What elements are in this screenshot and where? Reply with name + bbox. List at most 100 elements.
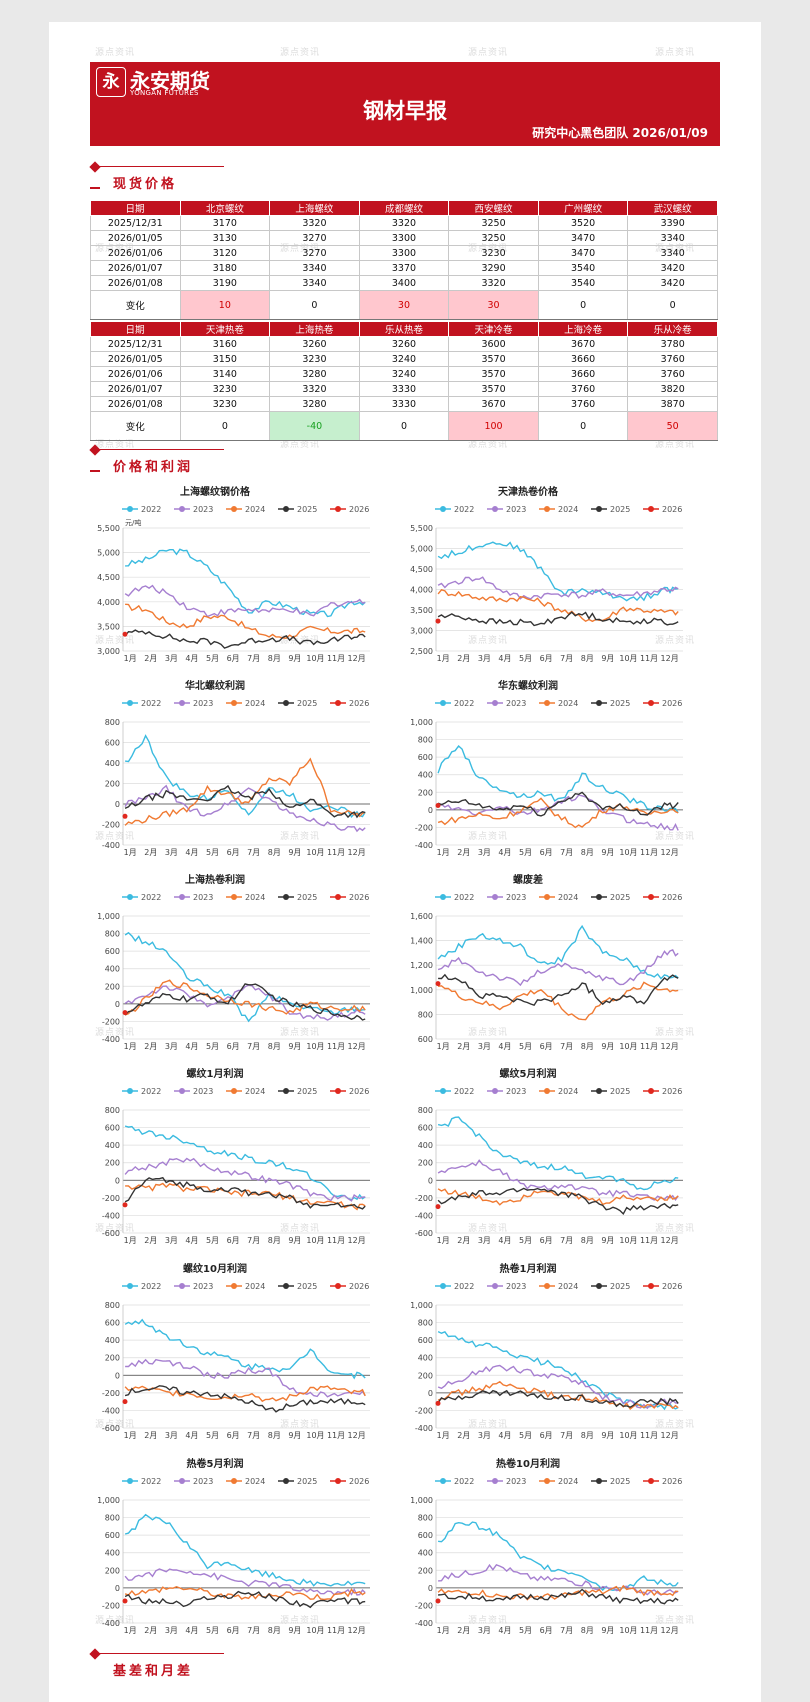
y-tick-label: 800	[418, 1319, 433, 1328]
watermark-text: 源点资讯	[280, 1028, 321, 1038]
legend-label: 2023	[506, 505, 526, 514]
x-tick-label: 2月	[457, 1042, 470, 1051]
x-tick-label: 2月	[144, 1236, 157, 1245]
x-tick-label: 1月	[124, 848, 137, 857]
y-tick-label: 5,000	[97, 549, 120, 558]
y-tick-label: -400	[102, 1035, 120, 1044]
legend-label: 2026	[662, 1282, 682, 1291]
chart-svg: 上海螺纹钢价格 2022 2023 2024 2025 2026 3,000 3,500 4,0…	[97, 485, 370, 663]
line-chart: 上海螺纹钢价格 2022 2023 2024 2025 2026 3,000 3,500 4,0…	[90, 483, 390, 663]
chart-title: 热卷10月利润	[496, 1457, 560, 1470]
legend-entry: 2026	[330, 893, 369, 902]
x-tick-label: 12月	[348, 654, 366, 663]
x-tick-label: 8月	[581, 1236, 594, 1245]
x-tick-label: 11月	[640, 848, 658, 857]
legend-label: 2025	[610, 893, 630, 902]
x-tick-label: 6月	[540, 654, 553, 663]
y-tick-label: -200	[415, 1406, 433, 1415]
legend-label: 2022	[454, 893, 474, 902]
table-cell: 3570	[448, 351, 539, 367]
line-chart: 螺纹5月利润 2022 2023 2024 2025 2026 -600 -400 -200 0 2…	[403, 1065, 703, 1245]
change-cell: 10	[180, 290, 271, 320]
y-tick-label: 200	[105, 982, 120, 991]
table-cell: 3260	[269, 336, 360, 352]
x-tick-label: 11月	[640, 1042, 658, 1051]
y-tick-label: -400	[415, 1424, 433, 1433]
line-chart: 上海热卷利润 2022 2023 2024 2025 2026 -400 -200 0 200 40…	[90, 871, 390, 1051]
x-tick-label: 10月	[306, 1626, 324, 1635]
x-tick-label: 2月	[144, 1626, 157, 1635]
x-tick-label: 5月	[519, 1042, 532, 1051]
series-line-2025	[437, 1389, 679, 1408]
table-header-cell: 上海冷卷	[538, 321, 629, 337]
x-tick-label: 1月	[124, 1042, 137, 1051]
chart-title: 螺纹10月利润	[183, 1262, 247, 1275]
y-tick-label: 800	[105, 1106, 120, 1115]
y-tick-label: 0	[428, 1389, 433, 1398]
legend-label: 2025	[610, 1087, 630, 1096]
table-header-cell: 乐从热卷	[359, 321, 450, 337]
watermark-text: 源点资讯	[95, 440, 136, 450]
table-header-cell: 上海热卷	[269, 321, 360, 337]
series-line-2022	[437, 744, 679, 814]
x-tick-label: 10月	[306, 1431, 324, 1440]
x-tick-label: 6月	[540, 848, 553, 857]
change-cell: 0	[180, 411, 271, 441]
legend-label: 2022	[141, 1087, 161, 1096]
x-tick-label: 4月	[185, 1236, 198, 1245]
x-tick-label: 5月	[206, 1236, 219, 1245]
series-point-2026	[122, 813, 128, 819]
legend-label: 2023	[506, 699, 526, 708]
table-cell: 3670	[538, 336, 629, 352]
table-cell: 3370	[359, 260, 450, 276]
change-cell: 0	[269, 290, 360, 320]
x-tick-label: 8月	[268, 1236, 281, 1245]
legend-entry: 2023	[174, 699, 213, 708]
series-point-2026	[435, 1204, 441, 1210]
series-line-2022	[125, 548, 366, 618]
table-cell: 3760	[627, 366, 718, 382]
x-tick-label: 2月	[457, 654, 470, 663]
series-line-2024	[437, 797, 679, 829]
series-line-2022	[124, 1318, 366, 1380]
x-tick-label: 9月	[288, 1431, 301, 1440]
line-chart: 华北螺纹利润 2022 2023 2024 2025 2026 -400 -200 0 200 40…	[90, 677, 390, 857]
series-line-2023	[124, 1568, 366, 1596]
legend-label: 2025	[297, 1282, 317, 1291]
legend-label: 2022	[454, 1477, 474, 1486]
series-point-2026	[435, 802, 441, 808]
y-tick-label: 800	[418, 1514, 433, 1523]
table-cell: 3150	[180, 351, 271, 367]
y-tick-label: 600	[105, 739, 120, 748]
watermark-text: 源点资讯	[468, 1028, 509, 1038]
y-tick-label: 4,000	[97, 598, 120, 607]
series-line-2023	[438, 1563, 679, 1596]
table-header-cell: 北京螺纹	[180, 200, 271, 216]
y-tick-label: -600	[102, 1229, 120, 1238]
change-label: 变化	[90, 411, 181, 441]
y-tick-label: -200	[415, 823, 433, 832]
y-tick-label: 4,500	[410, 565, 433, 574]
series-line-2024	[124, 979, 366, 1016]
y-tick-label: 800	[418, 1106, 433, 1115]
legend-label: 2024	[245, 505, 265, 514]
x-tick-label: 1月	[437, 1042, 450, 1051]
x-tick-label: 5月	[206, 1431, 219, 1440]
change-cell: -40	[269, 411, 360, 441]
series-line-2024	[125, 1182, 366, 1211]
x-tick-label: 4月	[185, 654, 198, 663]
table-cell: 3540	[538, 275, 629, 291]
x-tick-label: 10月	[306, 1236, 324, 1245]
chart-svg: 热卷1月利润 2022 2023 2024 2025 2026 -400 -200 0 200 40…	[410, 1262, 683, 1440]
x-tick-label: 8月	[268, 654, 281, 663]
change-cell: 100	[448, 411, 539, 441]
legend-label: 2025	[297, 893, 317, 902]
table-cell: 3140	[180, 366, 271, 382]
series-line-2024	[124, 1585, 366, 1601]
y-tick-label: 5,500	[97, 524, 120, 533]
table-cell: 3660	[538, 351, 629, 367]
legend-entry: 2024	[226, 1477, 265, 1486]
line-chart: 天津热卷价格 2022 2023 2024 2025 2026 2,500 3,000 3,50…	[403, 483, 703, 663]
legend-label: 2023	[193, 893, 213, 902]
legend-entry: 2024	[226, 505, 265, 514]
